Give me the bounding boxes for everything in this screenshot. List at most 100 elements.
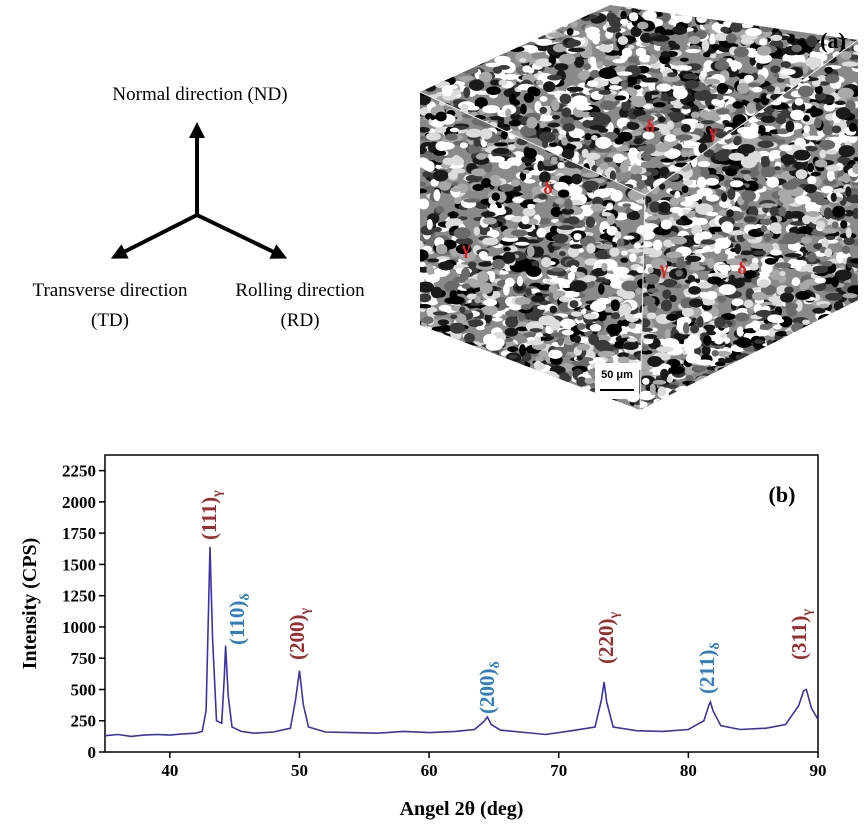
grain: [568, 48, 585, 53]
grain: [758, 383, 773, 388]
grain: [838, 88, 854, 99]
grain: [695, 376, 712, 388]
grain: [515, 242, 530, 246]
grain: [850, 4, 857, 14]
grain: [424, 403, 434, 414]
grain: [534, 363, 545, 371]
grain: [781, 389, 791, 395]
grain: [492, 401, 505, 409]
grain: [789, 400, 802, 407]
grain: [845, 386, 859, 397]
grain: [819, 11, 825, 16]
grain: [811, 172, 821, 177]
grain: [691, 403, 707, 408]
grain: [714, 317, 726, 328]
grain: [590, 324, 602, 332]
grain: [656, 399, 671, 409]
grain: [726, 209, 734, 217]
grain: [566, 402, 581, 407]
grain: [507, 32, 517, 37]
normal-label: Normal direction (ND): [112, 84, 287, 105]
grain: [684, 337, 702, 349]
grain: [578, 393, 593, 399]
grain: [688, 275, 696, 282]
grain: [832, 398, 844, 404]
grain: [414, 356, 425, 365]
grain: [450, 384, 466, 396]
grain: [422, 316, 433, 324]
grain: [418, 293, 431, 302]
grain: [572, 95, 588, 106]
grain: [840, 380, 853, 391]
grain: [548, 382, 564, 389]
grain: [732, 371, 745, 382]
grain: [649, 91, 659, 96]
grain: [467, 385, 482, 390]
grain: [427, 54, 440, 61]
grain: [445, 28, 454, 38]
grain: [489, 271, 495, 282]
grain: [423, 352, 434, 358]
grain: [641, 77, 659, 82]
grain: [683, 196, 700, 202]
grain: [551, 13, 562, 24]
grain: [722, 145, 740, 150]
grain: [508, 32, 515, 37]
grain: [468, 358, 479, 369]
grain: [551, 394, 557, 402]
grain: [853, 157, 860, 161]
grain: [851, 392, 858, 400]
grain: [606, 324, 622, 335]
grain: [509, 94, 516, 105]
grain: [718, 371, 731, 375]
grain: [444, 51, 453, 60]
grain: [795, 291, 811, 300]
grain: [482, 237, 498, 245]
grain: [819, 150, 826, 159]
grain: [525, 404, 532, 411]
grain: [843, 369, 854, 375]
grain: [620, 258, 628, 263]
grain: [846, 227, 852, 238]
grain: [577, 323, 586, 330]
grain: [447, 398, 456, 406]
grain: [455, 39, 461, 50]
grain: [426, 132, 441, 140]
grain: [691, 396, 709, 406]
grain: [425, 30, 432, 38]
grain: [452, 367, 462, 377]
grain: [508, 363, 523, 373]
grain: [424, 363, 435, 374]
grain: [835, 101, 846, 105]
grain: [706, 194, 719, 201]
grain: [777, 370, 785, 381]
grain: [845, 321, 855, 332]
grain: [504, 29, 517, 35]
grain: [470, 346, 487, 357]
grain: [807, 252, 816, 262]
grain: [498, 383, 507, 388]
grain: [617, 239, 625, 247]
grain: [707, 258, 715, 269]
grain: [737, 326, 744, 336]
grain: [648, 288, 660, 293]
grain: [541, 371, 558, 382]
grain: [490, 179, 501, 186]
grain: [754, 339, 764, 344]
grain: [546, 15, 553, 26]
grain: [664, 134, 676, 142]
grain: [842, 335, 856, 346]
grain: [707, 276, 722, 284]
grain: [429, 57, 444, 64]
grain: [831, 322, 841, 326]
grain: [793, 343, 802, 353]
grain: [815, 198, 830, 205]
grain: [780, 343, 787, 354]
grain: [752, 355, 766, 363]
grain: [821, 186, 834, 193]
grain: [806, 371, 822, 378]
grain: [570, 244, 583, 249]
grain: [753, 369, 760, 378]
grain: [469, 344, 479, 354]
grain: [766, 391, 777, 400]
